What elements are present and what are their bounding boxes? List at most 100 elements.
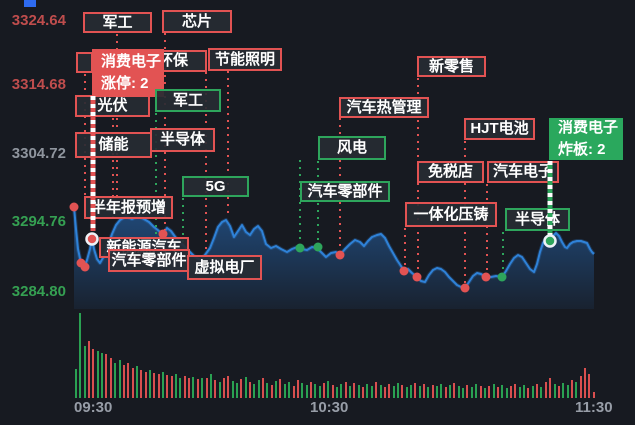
y-axis-tick: 3314.68 xyxy=(11,76,66,93)
volume-bar xyxy=(279,379,281,398)
tag-xiaofei-zhangting[interactable]: 消费电子 涨停: 2 xyxy=(92,49,164,97)
tag-text: 5G xyxy=(205,177,226,195)
volume-bar xyxy=(588,374,590,398)
volume-bar xyxy=(527,388,529,398)
volume-bar xyxy=(432,385,434,398)
volume-bar xyxy=(562,383,564,398)
tag-fengdian[interactable]: 风电 xyxy=(318,136,386,160)
event-dot-red[interactable] xyxy=(335,250,345,260)
tag-xunidianchang[interactable]: 虚拟电厂 xyxy=(187,255,262,280)
volume-bar xyxy=(514,384,516,398)
volume-bar xyxy=(175,374,177,398)
volume-bar xyxy=(101,353,103,398)
volume-bar xyxy=(558,386,560,398)
tag-5g[interactable]: 5G xyxy=(182,176,249,197)
volume-bar xyxy=(453,383,455,398)
volume-bar xyxy=(158,374,160,398)
volume-bar xyxy=(206,378,208,398)
volume-bar xyxy=(393,386,395,398)
tag-text: 军工 xyxy=(172,91,203,109)
tag-bannianbao[interactable]: 半年报预增 xyxy=(84,196,173,219)
volume-bar xyxy=(105,354,107,398)
tag-text: 储能 xyxy=(98,136,129,154)
tag-qichelingbujian-2[interactable]: 汽车零部件 xyxy=(300,181,390,202)
volume-bar xyxy=(166,375,168,398)
volume-bar xyxy=(471,387,473,398)
tag-text: 消费电子 xyxy=(558,119,619,137)
tag-xiaofei-zhaban[interactable]: 消费电子炸板: 2 xyxy=(549,118,623,160)
tag-qichelingbujian-1[interactable]: 汽车零部件 xyxy=(108,249,190,272)
volume-bar xyxy=(88,341,90,398)
x-axis-tick: 11:30 xyxy=(575,399,613,416)
tag-xinlingshou[interactable]: 新零售 xyxy=(417,56,486,77)
volume-bar xyxy=(554,384,556,398)
tag-yitihuayazhu[interactable]: 一体化压铸 xyxy=(405,202,497,227)
tag-text: 环保 xyxy=(157,52,188,70)
volume-bar xyxy=(580,376,582,398)
event-dot-red[interactable] xyxy=(399,266,409,276)
event-dot-red[interactable] xyxy=(412,272,422,282)
tag-text: 炸板: 2 xyxy=(558,141,606,158)
volume-bar xyxy=(358,385,360,398)
event-dot-green[interactable] xyxy=(295,243,305,253)
tag-xinpian[interactable]: 芯片 xyxy=(162,10,232,33)
event-dot-red[interactable] xyxy=(80,262,90,272)
y-axis-tick: 3304.72 xyxy=(11,145,66,162)
volume-bar xyxy=(145,372,147,398)
tag-text: 节能照明 xyxy=(214,50,275,68)
tag-qichedianzi[interactable]: 汽车电子 xyxy=(487,161,559,183)
y-axis-tick: 3324.64 xyxy=(11,12,66,29)
tag-text: HJT电池 xyxy=(470,120,529,138)
volume-bar xyxy=(288,382,290,398)
volume-bar xyxy=(414,383,416,398)
event-dot-green[interactable] xyxy=(313,242,323,252)
y-axis-tick: 3294.76 xyxy=(11,213,66,230)
event-dot-red[interactable] xyxy=(158,229,168,239)
volume-bar xyxy=(214,380,216,398)
tag-mianshuidian[interactable]: 免税店 xyxy=(417,161,484,183)
tag-qichereguanli[interactable]: 汽车热管理 xyxy=(339,97,429,118)
tag-jungong-1[interactable]: 军工 xyxy=(83,12,152,33)
tag-text: 光伏 xyxy=(97,97,128,115)
y-axis-tick: 3284.80 xyxy=(11,283,66,300)
volume-bar xyxy=(484,388,486,398)
volume-bar xyxy=(149,370,151,398)
volume-bar xyxy=(97,351,99,398)
event-dot-red[interactable] xyxy=(481,272,491,282)
volume-bar xyxy=(549,378,551,398)
x-axis-tick: 10:30 xyxy=(310,399,349,416)
event-dot-green[interactable] xyxy=(497,272,507,282)
tag-hjt-dianchi[interactable]: HJT电池 xyxy=(464,118,535,140)
volume-bar xyxy=(236,383,238,398)
tag-bandaoti-1[interactable]: 半导体 xyxy=(150,128,215,152)
event-dot-red[interactable] xyxy=(460,283,470,293)
event-dot-red[interactable] xyxy=(69,202,79,212)
volume-bar xyxy=(123,365,125,398)
volume-bar xyxy=(501,385,503,398)
volume-bar xyxy=(536,384,538,398)
event-dot-ringed-red[interactable] xyxy=(85,232,99,246)
volume-bar xyxy=(567,385,569,398)
event-dot-ringed-green[interactable] xyxy=(543,234,557,248)
volume-bar xyxy=(179,378,181,398)
volume-bar xyxy=(427,387,429,398)
tag-text: 一体化压铸 xyxy=(413,205,489,223)
volume-bar xyxy=(332,385,334,398)
tag-text: 风电 xyxy=(336,139,367,157)
volume-bar xyxy=(497,387,499,398)
volume-bar xyxy=(114,363,116,398)
volume-bar xyxy=(240,379,242,398)
price-line xyxy=(73,206,595,289)
volume-bar xyxy=(136,366,138,398)
volume-bar xyxy=(388,384,390,398)
volume-bar xyxy=(584,368,586,398)
volume-bar xyxy=(188,378,190,398)
tag-jienengzhaoming[interactable]: 节能照明 xyxy=(208,48,282,71)
volume-bar xyxy=(162,372,164,398)
volume-bar xyxy=(232,381,234,398)
tag-text: 汽车零部件 xyxy=(111,251,187,269)
window-corner-accent xyxy=(24,0,36,7)
volume-bar xyxy=(262,378,264,398)
tag-jungong-2[interactable]: 军工 xyxy=(155,89,221,112)
tag-chuneng[interactable]: 储能 xyxy=(75,132,152,158)
